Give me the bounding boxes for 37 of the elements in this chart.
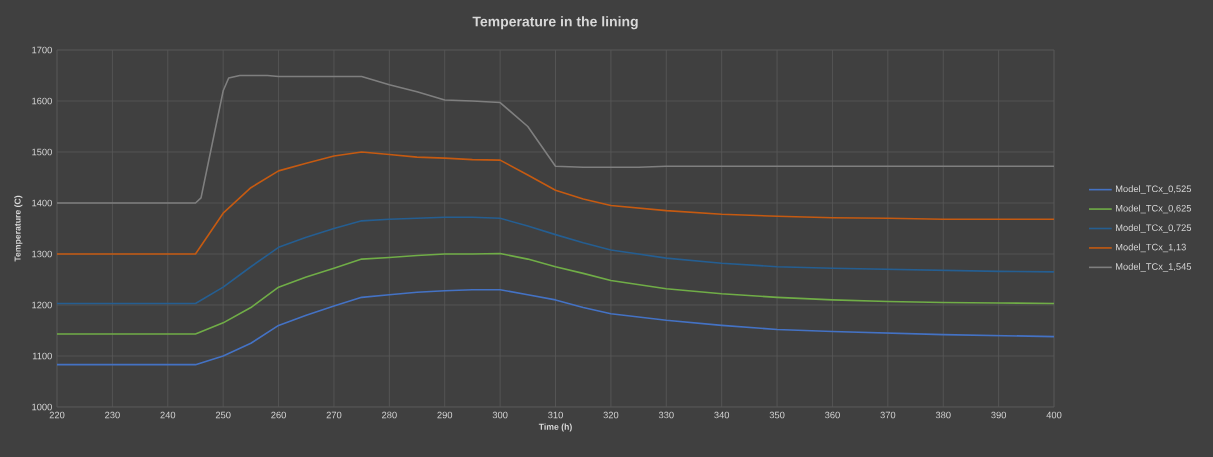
- x-tick-label: 380: [935, 411, 951, 419]
- legend-label: Model_TCx_0,525: [1115, 185, 1192, 194]
- y-tick-label: 1600: [32, 97, 52, 105]
- x-tick-label: 250: [215, 411, 231, 419]
- x-tick-label: 220: [49, 411, 65, 419]
- legend-label: Model_TCx_0,625: [1115, 204, 1192, 214]
- y-tick-label: 1200: [32, 301, 52, 309]
- y-tick-label: 1300: [32, 250, 52, 258]
- x-tick-label: 370: [880, 411, 896, 419]
- x-axis-title: Time (h): [538, 423, 572, 432]
- x-tick-label: 340: [714, 411, 730, 419]
- x-tick-label: 230: [105, 411, 120, 419]
- y-tick-label: 1000: [32, 403, 52, 411]
- y-tick-label: 1400: [32, 199, 52, 207]
- legend-label: Model_TCx_0,725: [1115, 224, 1192, 233]
- x-tick-label: 270: [326, 411, 342, 419]
- legend-label: Model_TCx_1,545: [1115, 262, 1192, 272]
- x-tick-label: 360: [825, 411, 840, 419]
- x-tick-label: 330: [658, 411, 674, 419]
- x-tick-label: 320: [603, 411, 619, 419]
- x-tick-label: 350: [769, 411, 785, 419]
- y-tick-label: 1700: [32, 46, 52, 54]
- y-tick-label: 1100: [32, 352, 52, 360]
- x-tick-label: 390: [991, 411, 1007, 419]
- chart-title: Temperature in the lining: [472, 16, 638, 30]
- x-tick-label: 290: [437, 411, 453, 419]
- x-tick-label: 400: [1046, 411, 1062, 419]
- x-tick-label: 280: [382, 411, 397, 419]
- x-tick-label: 240: [160, 411, 176, 419]
- y-tick-label: 1500: [32, 148, 52, 156]
- x-tick-label: 300: [492, 411, 508, 419]
- line-series: [57, 252, 1055, 335]
- legend-label: Model_TCx_1,13: [1115, 243, 1186, 253]
- line-series: [57, 74, 1055, 204]
- x-tick-label: 310: [548, 411, 563, 419]
- x-tick-label: 260: [271, 411, 286, 419]
- y-axis-title: Temperature (C): [14, 195, 23, 262]
